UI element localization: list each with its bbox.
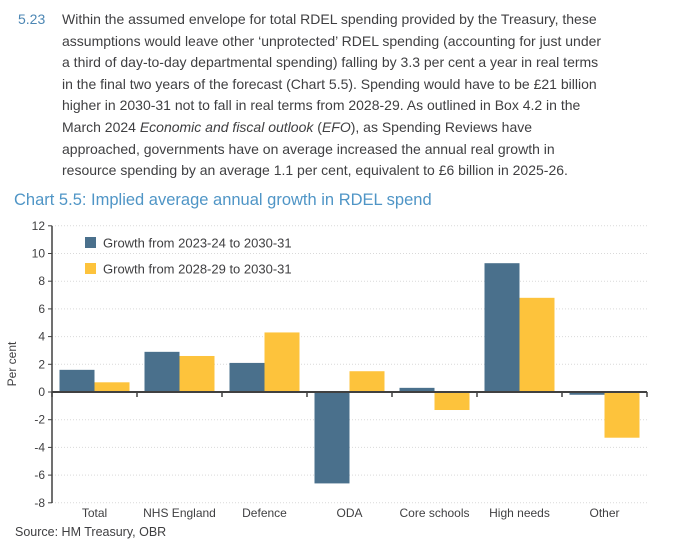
bar-yellow <box>604 392 640 438</box>
y-tick-label: -6 <box>34 468 45 482</box>
bar-blue <box>59 369 95 392</box>
bar-blue <box>314 392 350 484</box>
category-label: Total <box>82 506 107 520</box>
y-tick-label: 10 <box>32 247 46 261</box>
legend-label: Growth from 2023-24 to 2030-31 <box>103 236 292 251</box>
y-tick-label: -2 <box>34 413 45 427</box>
category-label: Defence <box>242 506 287 520</box>
bar-yellow <box>519 297 555 392</box>
bar-blue <box>569 392 605 395</box>
paragraph-number: 5.23 <box>18 11 46 27</box>
y-tick-label: 0 <box>38 385 45 399</box>
y-tick-label: 8 <box>38 274 45 288</box>
legend-swatch <box>85 263 96 274</box>
bar-yellow <box>264 332 300 392</box>
chart-svg: -8 -6 -4 -2 0 2 4 6 8 10 12 Total NHS England Defence… <box>5 219 648 520</box>
bar-yellow <box>434 392 470 411</box>
legend-swatch <box>85 237 96 248</box>
y-axis-title: Per cent <box>5 341 19 386</box>
bar-yellow <box>349 371 385 392</box>
bar-blue <box>399 387 435 392</box>
category-label: NHS England <box>143 506 216 520</box>
bar-blue <box>144 351 180 392</box>
category-label: High needs <box>489 506 550 520</box>
y-tick-label: -4 <box>34 440 45 454</box>
source-note: Source: HM Treasury, OBR <box>15 525 167 539</box>
y-tick-label: 6 <box>38 302 45 316</box>
chart-title: Chart 5.5: Implied average annual growth… <box>14 191 432 209</box>
category-label: Other <box>589 506 619 520</box>
paragraph-text-part1: Within the assumed envelope for total RD… <box>62 11 602 135</box>
publication-abbrev-italic: EFO <box>321 118 351 135</box>
bar-yellow <box>94 382 130 392</box>
category-label: Core schools <box>399 506 469 520</box>
y-tick-label: -8 <box>34 496 45 510</box>
paragraph-text-part2: ( <box>313 118 322 135</box>
paragraph-text: Within the assumed envelope for total RD… <box>62 9 642 182</box>
bar-blue <box>229 362 265 392</box>
legend-label: Growth from 2028-29 to 2030-31 <box>103 262 292 277</box>
y-tick-label: 2 <box>38 357 45 371</box>
category-label: ODA <box>336 506 362 520</box>
bar-yellow <box>179 355 215 392</box>
paragraph-text-part3: ), as Spending Reviews have approached, … <box>62 118 568 179</box>
publication-title-italic: Economic and fiscal outlook <box>139 118 314 135</box>
y-tick-label: 12 <box>32 219 46 233</box>
y-tick-label: 4 <box>38 330 45 344</box>
paragraph-5-23: 5.23 Within the assumed envelope for tot… <box>18 9 642 182</box>
bar-blue <box>484 263 520 392</box>
